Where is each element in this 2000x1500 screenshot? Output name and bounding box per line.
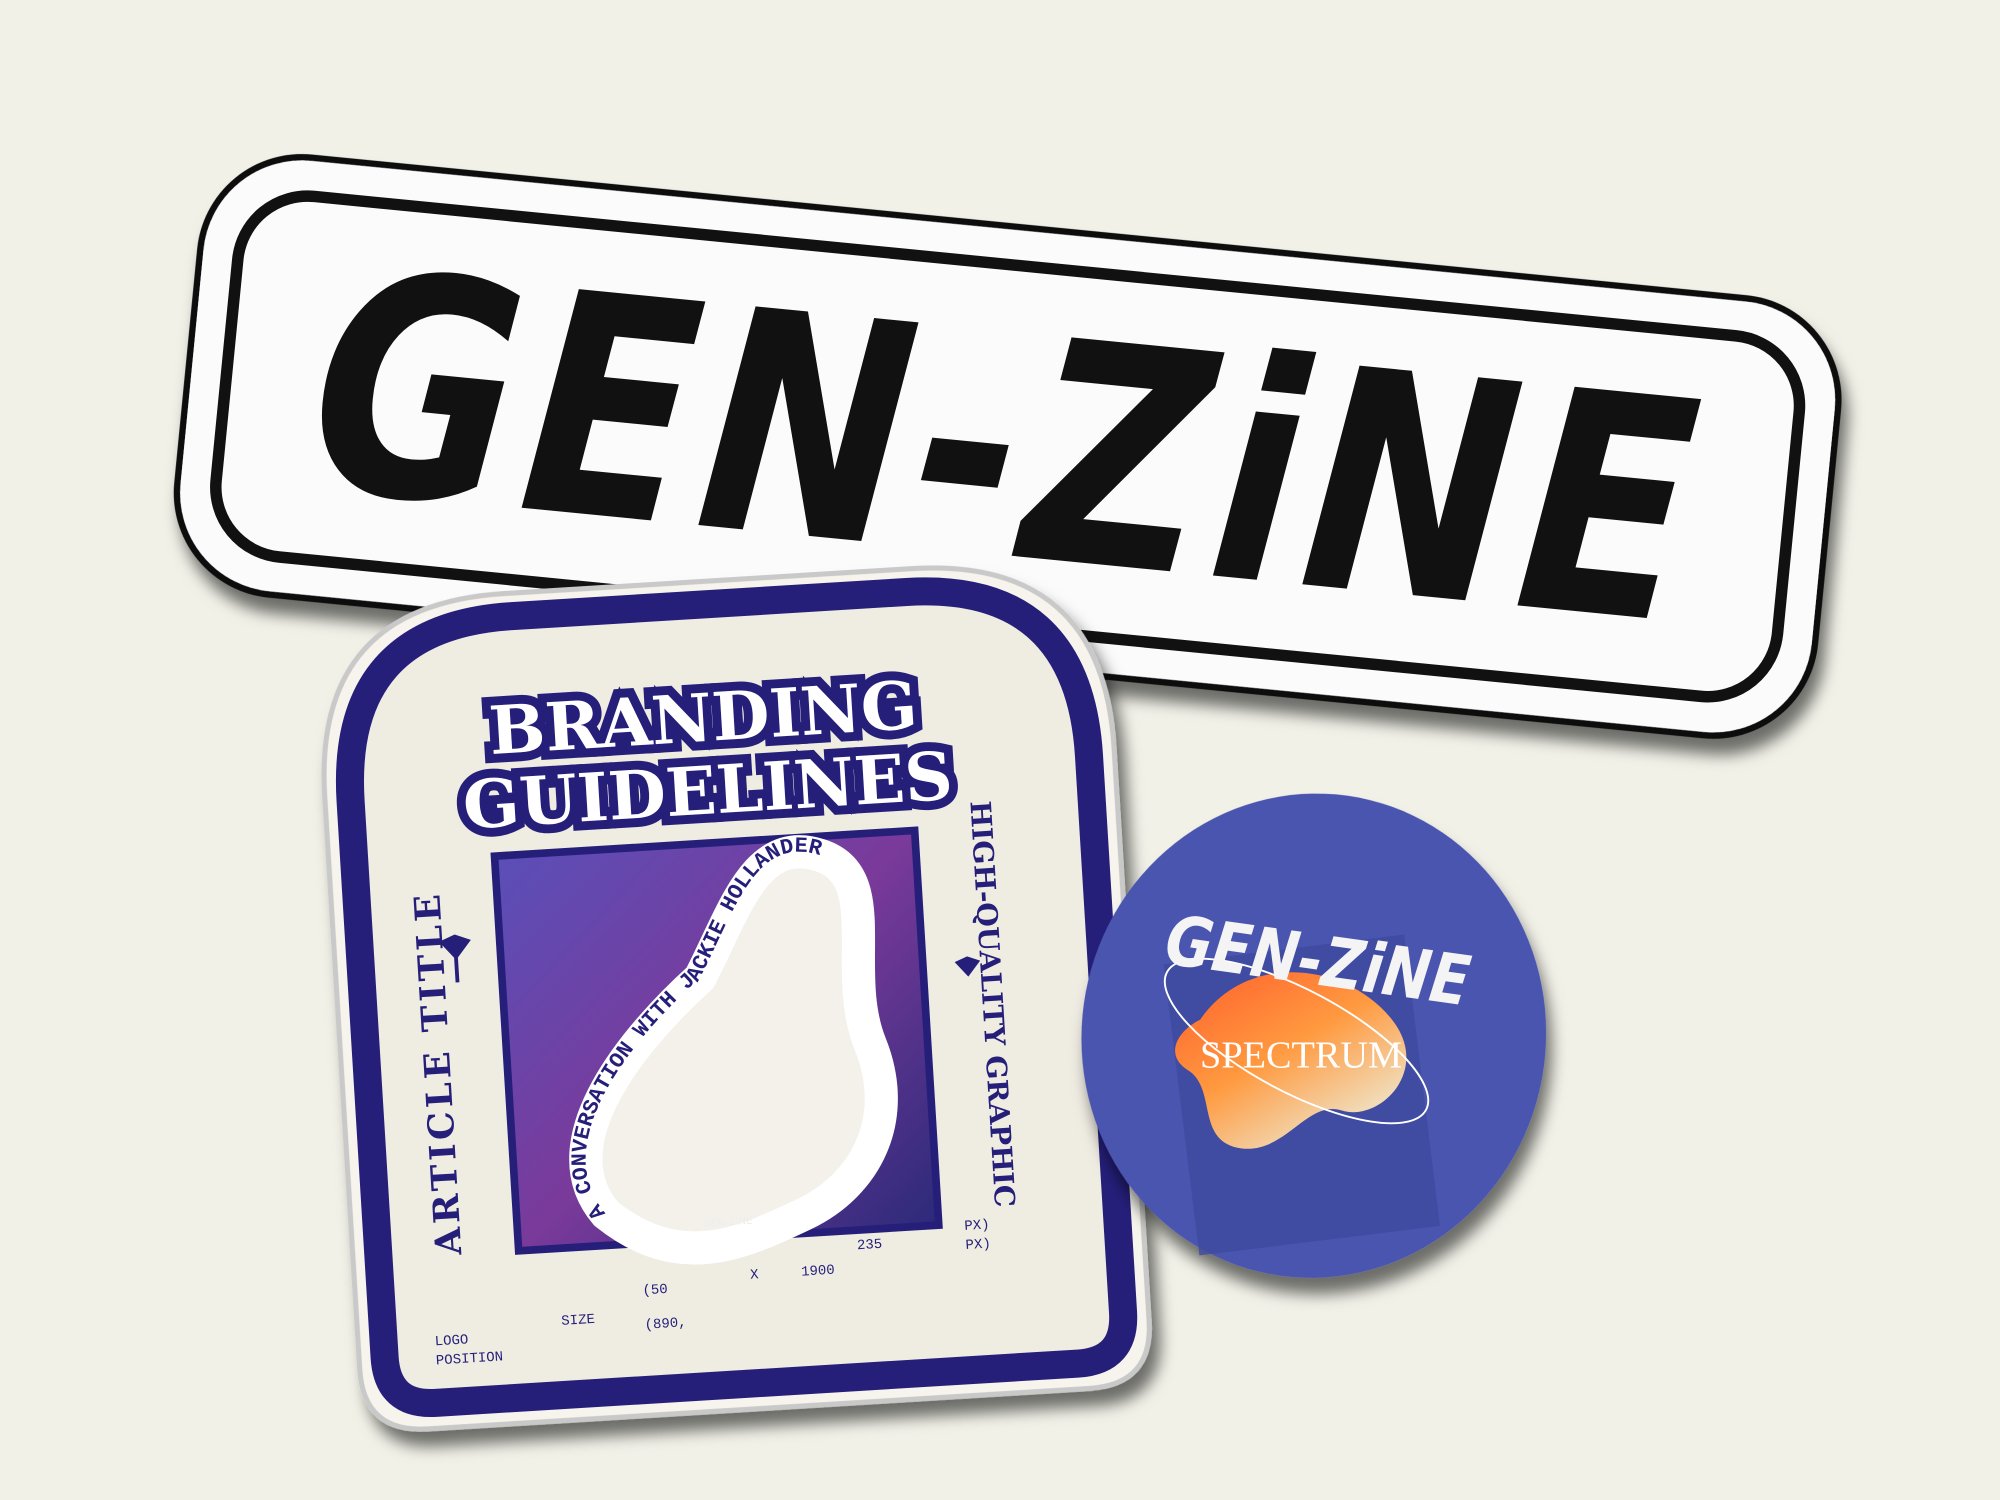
star-icon	[439, 934, 471, 983]
orbit	[1163, 957, 1430, 1125]
spec: POSITION	[435, 1349, 503, 1369]
specs: LOGO POSITION SIZE (50 (890, X 1900 235 …	[434, 1217, 991, 1369]
round-subtitle: SPECTRUM	[1200, 1035, 1402, 1077]
spec: LOGO	[434, 1332, 469, 1350]
star-icon	[954, 956, 981, 977]
spec: PX)	[964, 1217, 990, 1235]
spec: SIZE	[561, 1312, 596, 1330]
spec: 1900	[801, 1263, 836, 1281]
spectrum-blob	[1175, 972, 1407, 1149]
spec: 235	[857, 1237, 883, 1255]
card-sticker: A CONVERSATION WITH JACKIE HOLLANDER GEN…	[321, 565, 1152, 1432]
spec: (890,	[644, 1315, 687, 1334]
spec: PX)	[965, 1237, 991, 1255]
round-sticker: GEN-ZiNE SPECTRUM	[1081, 793, 1547, 1278]
spec: (50	[642, 1282, 668, 1300]
spec: X	[750, 1267, 760, 1284]
photo-caption: GEN-ZINE	[703, 1216, 753, 1230]
